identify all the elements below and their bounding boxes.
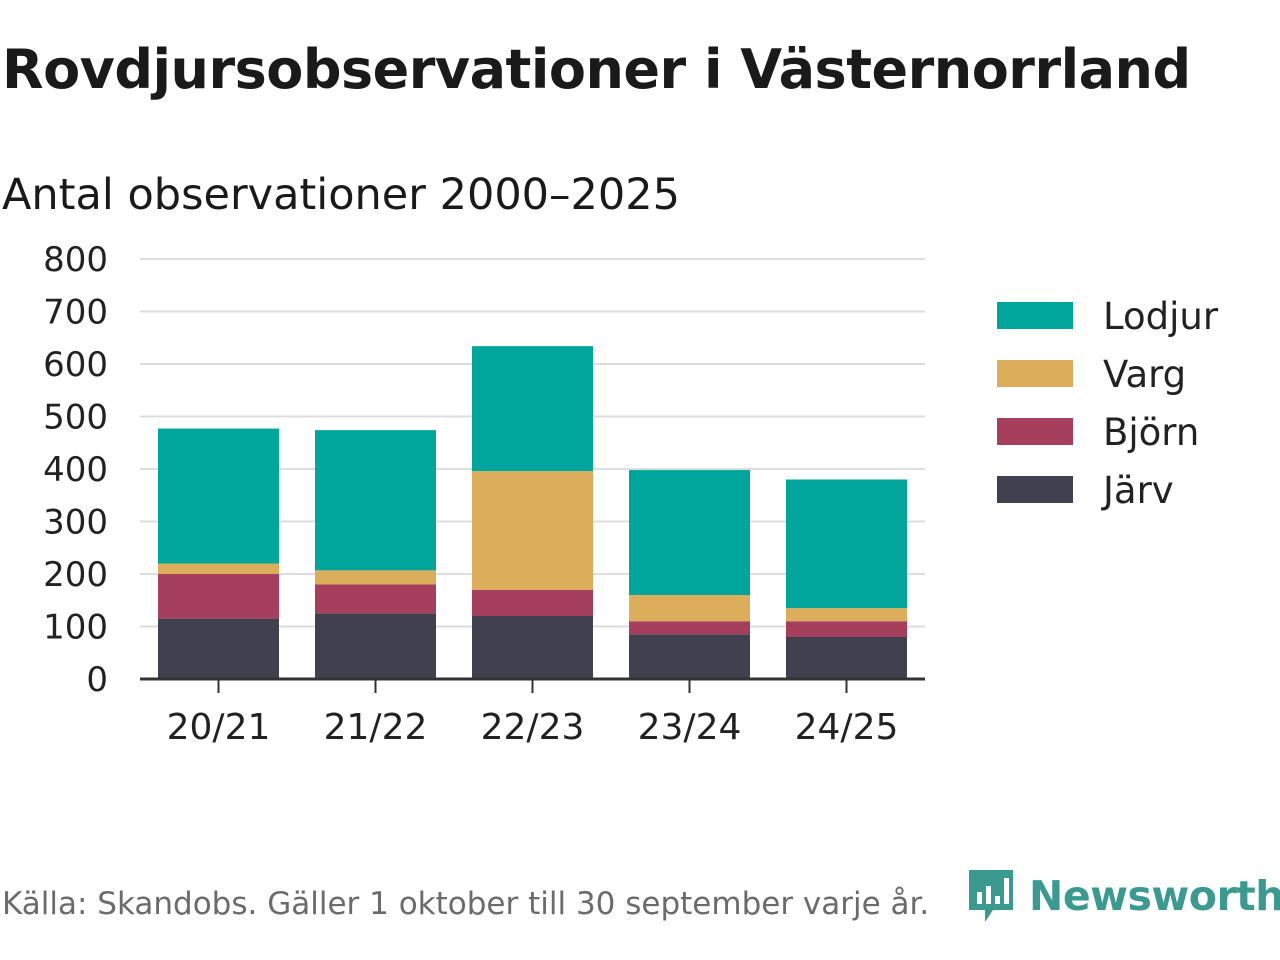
bar-segment-varg <box>786 608 907 622</box>
legend-label-varg: Varg <box>1103 353 1186 396</box>
bar-segment-lodjur <box>786 479 907 609</box>
y-tick-label: 700 <box>43 293 108 333</box>
bar-segment-björn <box>472 589 593 616</box>
bar-segment-järv <box>472 616 593 679</box>
legend-swatch-järv <box>997 476 1073 503</box>
bar-segment-lodjur <box>315 430 436 571</box>
legend-label-järv: Järv <box>1101 469 1174 512</box>
source-note: Källa: Skandobs. Gäller 1 oktober till 3… <box>2 886 930 922</box>
legend: Lodjur Varg Björn Järv <box>997 295 1219 512</box>
y-tick-label: 500 <box>43 398 108 438</box>
bar-segment-järv <box>629 634 750 679</box>
bars <box>158 346 907 679</box>
legend-label-björn: Björn <box>1103 411 1199 454</box>
chart-title: Rovdjursobservationer i Västernorrland <box>2 38 1191 101</box>
x-tick-label: 23/24 <box>638 707 742 748</box>
bar-segment-lodjur <box>629 470 750 595</box>
y-tick-label: 0 <box>86 660 108 700</box>
bar-segment-järv <box>158 618 279 679</box>
x-tick-label: 21/22 <box>324 707 428 748</box>
x-tick-label: 22/23 <box>481 707 585 748</box>
chart-subtitle: Antal observationer 2000–2025 <box>2 170 680 220</box>
bar-segment-björn <box>786 621 907 637</box>
newsworthy-logo-text: Newsworthy <box>1029 872 1280 920</box>
bar-segment-björn <box>158 574 279 619</box>
y-tick-label: 100 <box>43 608 108 648</box>
bar-segment-björn <box>629 621 750 635</box>
bar-segment-björn <box>315 584 436 614</box>
legend-label-lodjur: Lodjur <box>1103 295 1219 338</box>
y-tick-label: 600 <box>43 345 108 385</box>
bar-segment-järv <box>315 613 436 679</box>
x-tick-label: 24/25 <box>795 707 899 748</box>
bar-segment-järv <box>786 637 907 679</box>
y-tick-label: 800 <box>43 240 108 280</box>
legend-swatch-lodjur <box>997 302 1073 329</box>
bar-segment-lodjur <box>158 428 279 564</box>
newsworthy-logo-icon <box>969 870 1013 922</box>
bar-segment-varg <box>472 471 593 590</box>
y-tick-label: 200 <box>43 555 108 595</box>
y-tick-label: 300 <box>43 503 108 543</box>
x-tick-label: 20/21 <box>167 707 271 748</box>
bar-segment-varg <box>158 563 279 574</box>
bar-segment-varg <box>629 595 750 622</box>
x-axis: 20/21 21/22 22/23 23/24 24/25 <box>140 677 925 748</box>
y-tick-label: 400 <box>43 450 108 490</box>
newsworthy-logo: Newsworthy <box>965 866 1280 926</box>
y-axis-ticks: 0 100 200 300 400 500 600 700 800 <box>43 240 108 700</box>
bar-segment-varg <box>315 570 436 585</box>
legend-swatch-björn <box>997 418 1073 445</box>
legend-swatch-varg <box>997 360 1073 387</box>
bar-segment-lodjur <box>472 346 593 472</box>
